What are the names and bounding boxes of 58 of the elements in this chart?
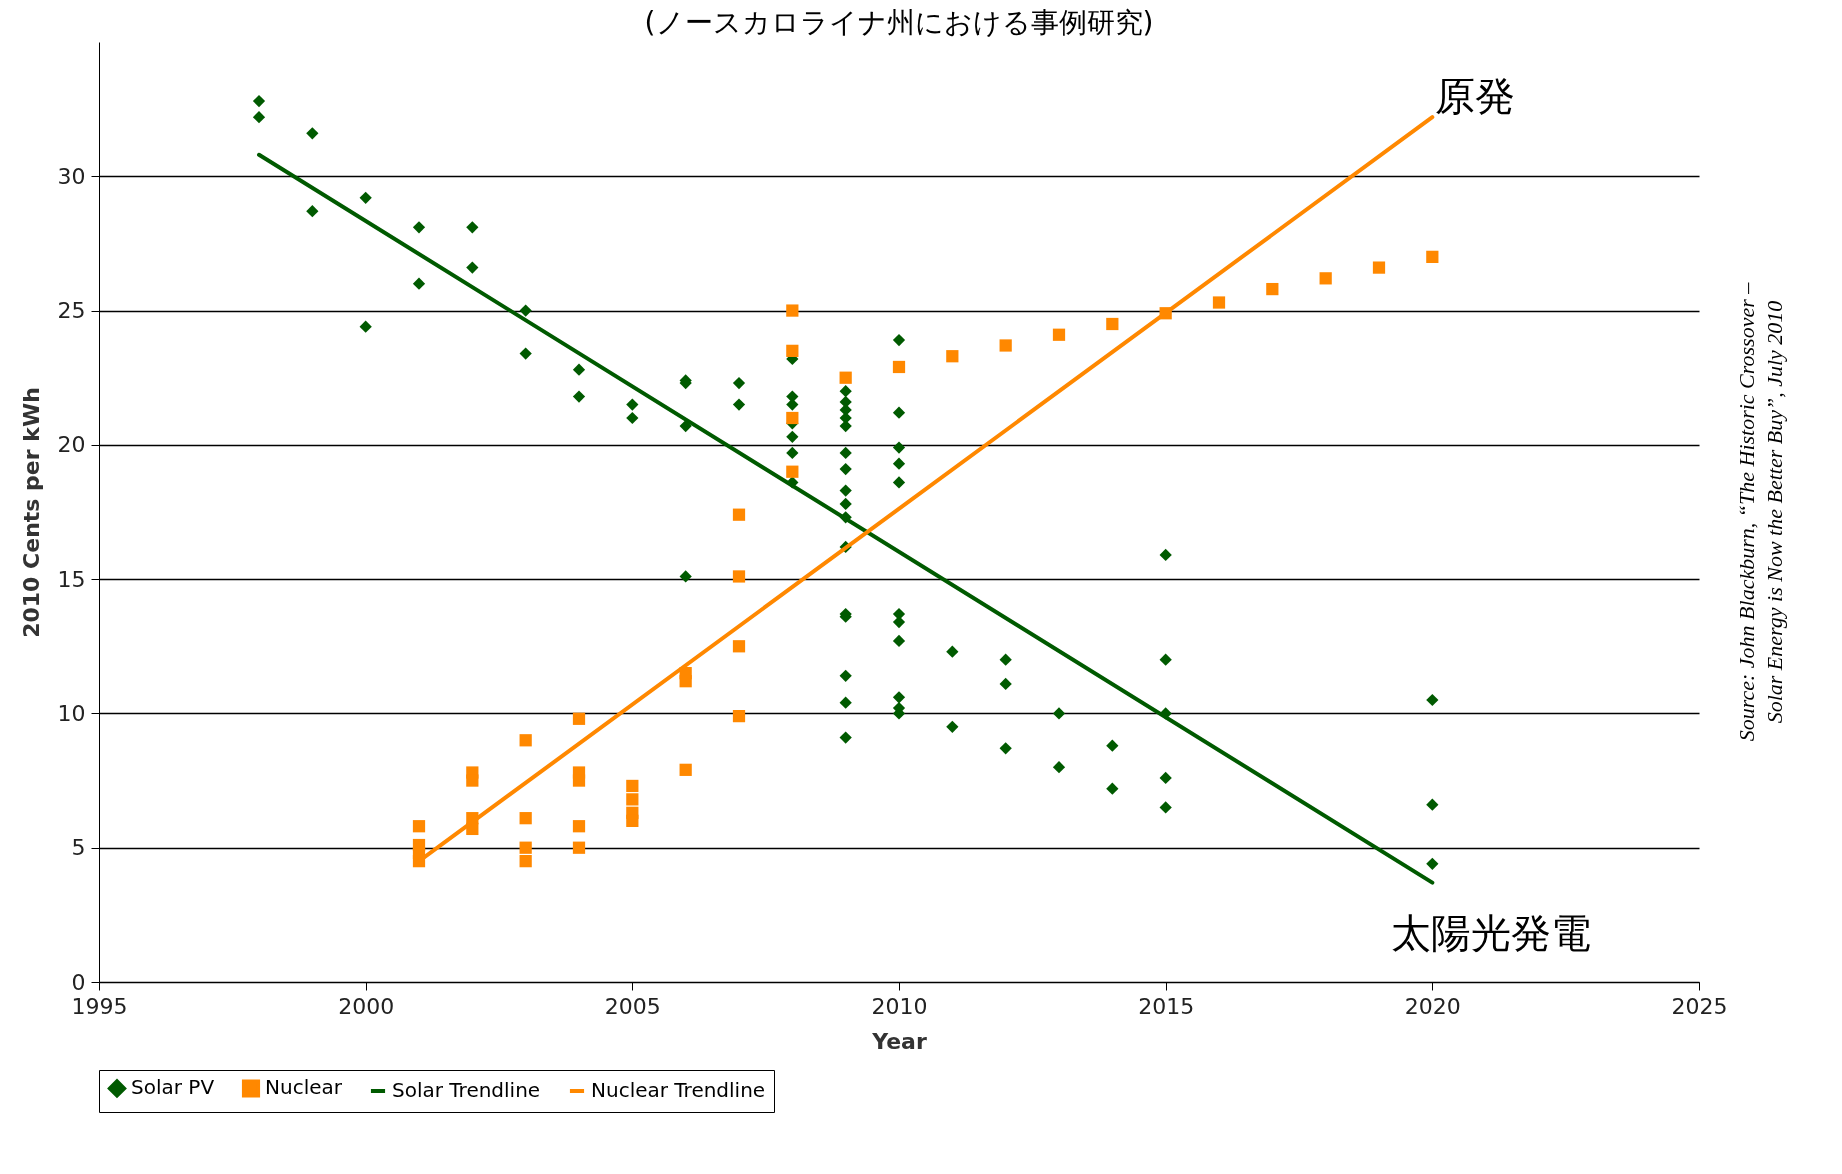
point [786,411,799,425]
point [1266,282,1279,296]
point [519,734,532,747]
x-tick-label: 2005 [604,993,661,1019]
legend-label: Solar Trendline [392,1078,541,1102]
point [519,855,532,868]
x-tick-label: 2000 [338,993,395,1019]
y-tick-label: 10 [57,700,86,726]
x-tick-label: 2015 [1138,993,1195,1019]
point [786,465,799,478]
point [1372,261,1386,274]
x-tick-label: 2025 [1671,993,1728,1019]
point [626,793,639,806]
source-note: Source: John Blackburn, “The Historic Crossover – Solar Energy is Now the Better Buy”, July 2010 [1734,281,1787,742]
point [1052,328,1066,341]
point [412,820,426,833]
point [572,774,586,787]
point [572,841,586,854]
point [1212,296,1226,309]
y-tick-label: 30 [57,163,86,189]
point [786,344,799,357]
legend-label: Solar PV [131,1075,215,1100]
point [732,640,746,653]
y-tick-label: 20 [57,432,86,458]
y-tick-label: 0 [71,969,86,995]
point [626,779,639,793]
point [1106,317,1119,331]
point [466,774,479,787]
point [946,350,959,363]
legend-label: Nuclear [265,1075,343,1100]
chart-title: (ノースカロライナ州における事例研究) [644,6,1154,39]
y-tick-label: 5 [71,835,86,861]
point [732,508,746,521]
x-axis-title: Year [871,1028,927,1054]
y-axis-title: 2010 Cents per kWh [18,387,44,638]
point [519,812,532,825]
x-tick-label: 1995 [71,993,128,1019]
point [839,371,852,384]
annotation: 太陽光発電 [1391,910,1591,956]
point [679,675,692,688]
x-tick-label: 2020 [1404,993,1461,1019]
point [572,712,586,725]
point [1426,250,1439,263]
point [626,814,639,827]
point [1319,272,1332,285]
point [679,763,692,776]
point [999,339,1012,352]
point [892,360,906,374]
legend-label: Nuclear Trendline [591,1078,766,1102]
y-tick-label: 25 [57,298,86,324]
point [519,841,532,854]
x-tick-label: 2010 [871,993,928,1019]
point [732,709,746,723]
point [732,570,746,583]
annotation: 原発 [1435,73,1515,120]
point [786,304,799,317]
point [572,820,586,833]
y-tick-label: 15 [57,566,86,592]
